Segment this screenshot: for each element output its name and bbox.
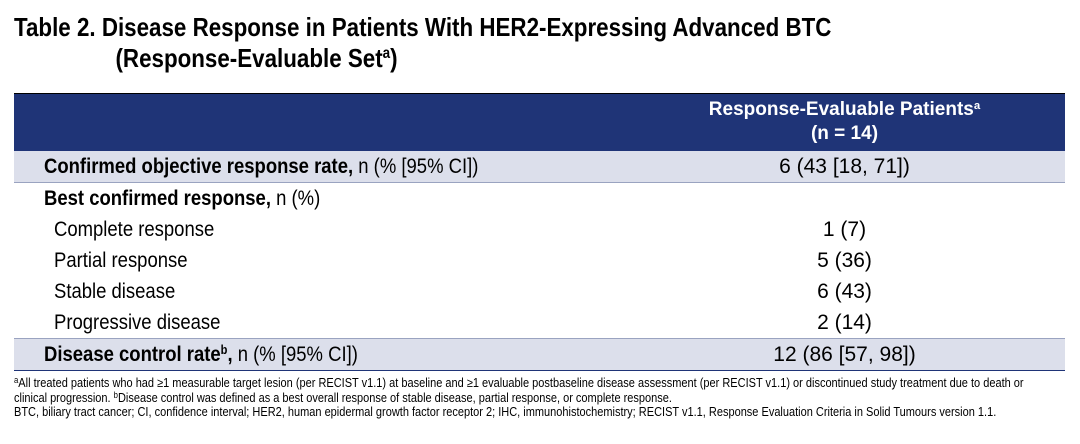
table-header: Response-Evaluable Patientsa (n = 14) <box>14 93 1065 151</box>
response-table: Response-Evaluable Patientsa (n = 14) Co… <box>14 93 1065 371</box>
table-row-disease-control: Disease control rateb, n (% [95% CI]) 12… <box>14 338 1065 371</box>
table-row-partial-response: Partial response 5 (36) <box>14 245 1065 276</box>
table-row-stable-disease: Stable disease 6 (43) <box>14 276 1065 307</box>
table-title: Table 2. Disease Response in Patients Wi… <box>14 12 917 74</box>
footnote-abbreviations: BTC, biliary tract cancer; CI, confidenc… <box>14 405 997 419</box>
cell-value: 6 (43 [18, 71]) <box>779 155 910 178</box>
header-n: (n = 14) <box>810 123 879 144</box>
table-row-best-confirmed-response: Best confirmed response, n (%) <box>44 187 321 210</box>
table-footnotes: aAll treated patients who had ≥1 measura… <box>14 376 1035 420</box>
header-column-response-evaluable: Response-Evaluable Patientsa (n = 14) <box>624 98 1065 146</box>
table-row-progressive-disease: Progressive disease 2 (14) <box>14 307 1065 338</box>
cell-value: 2 (14) <box>817 311 872 334</box>
table-row-objective-response: Confirmed objective response rate, n (% … <box>14 151 1065 183</box>
cell-value: 5 (36) <box>817 249 872 272</box>
cell-value: 12 (86 [57, 98]) <box>773 343 916 366</box>
table-row-complete-response: Complete response 1 (7) <box>14 214 1065 245</box>
cell-value: 1 (7) <box>822 218 867 241</box>
title-line-1: Table 2. Disease Response in Patients Wi… <box>14 12 832 42</box>
cell-value: 6 (43) <box>817 280 872 303</box>
footnote-a-b: aAll treated patients who had ≥1 measura… <box>14 375 1024 405</box>
title-line-2: (Response-Evaluable Seta) <box>115 43 398 73</box>
